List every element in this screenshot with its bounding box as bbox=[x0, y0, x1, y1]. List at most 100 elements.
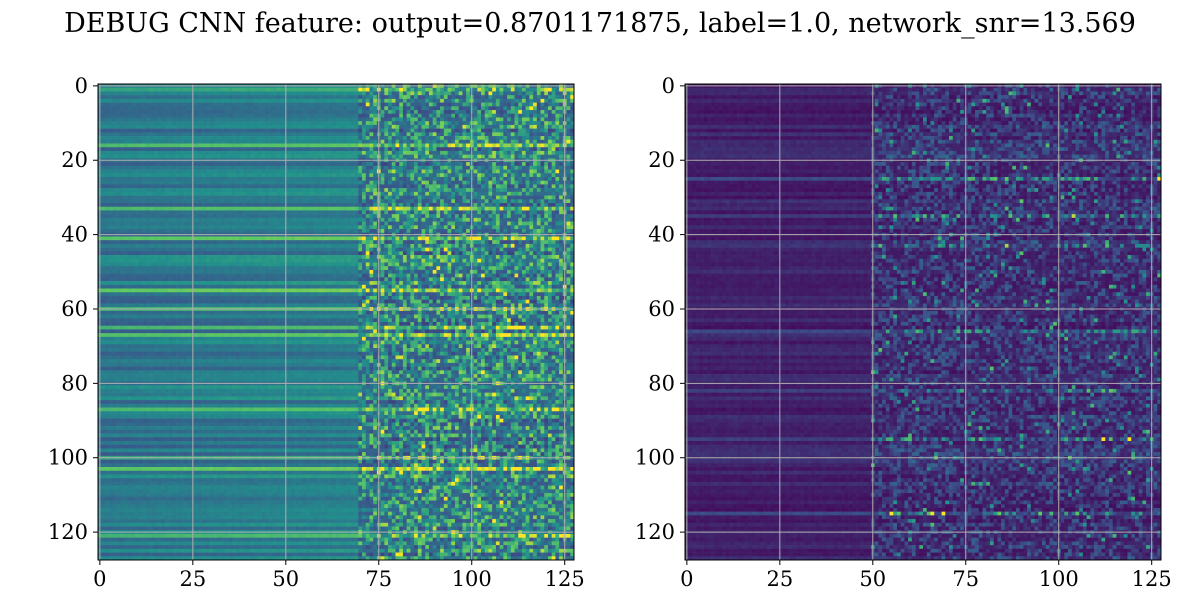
heatmap-cell bbox=[481, 162, 486, 167]
heatmap-cell bbox=[495, 98, 500, 103]
heatmap-cell bbox=[529, 87, 534, 92]
heatmap-cell bbox=[436, 132, 441, 137]
heatmap-cell bbox=[146, 113, 151, 118]
heatmap-cell bbox=[477, 91, 482, 96]
heatmap-cell bbox=[109, 139, 114, 144]
heatmap-cell bbox=[350, 139, 355, 144]
heatmap-cell bbox=[473, 124, 478, 129]
heatmap-cell bbox=[492, 113, 497, 118]
heatmap-cell bbox=[570, 162, 575, 167]
heatmap-cell bbox=[224, 214, 229, 219]
heatmap-cell bbox=[343, 117, 348, 122]
heatmap-cell bbox=[309, 143, 314, 148]
heatmap-cell bbox=[447, 154, 452, 159]
heatmap-cell bbox=[194, 87, 199, 92]
heatmap-cell bbox=[265, 180, 270, 185]
heatmap-cell bbox=[525, 210, 530, 215]
heatmap-cell bbox=[339, 162, 344, 167]
heatmap-cell bbox=[391, 169, 396, 174]
heatmap-cell bbox=[536, 162, 541, 167]
heatmap-cell bbox=[395, 98, 400, 103]
heatmap-cell bbox=[101, 117, 106, 122]
heatmap-cell bbox=[421, 162, 426, 167]
heatmap-cell bbox=[209, 139, 214, 144]
heatmap-cell bbox=[280, 206, 285, 211]
heatmap-cell bbox=[503, 102, 508, 107]
heatmap-cell bbox=[161, 184, 166, 189]
heatmap-cell bbox=[231, 169, 236, 174]
heatmap-cell bbox=[529, 117, 534, 122]
heatmap-cell bbox=[269, 221, 274, 226]
heatmap-cell bbox=[257, 206, 262, 211]
heatmap-cell bbox=[380, 113, 385, 118]
heatmap-cell bbox=[265, 184, 270, 189]
heatmap-cell bbox=[458, 128, 463, 133]
heatmap-cell bbox=[544, 184, 549, 189]
heatmap-cell bbox=[313, 165, 318, 170]
heatmap-cell bbox=[551, 206, 556, 211]
heatmap-cell bbox=[209, 87, 214, 92]
heatmap-cell bbox=[321, 214, 326, 219]
heatmap-cell bbox=[220, 191, 225, 196]
heatmap-cell bbox=[321, 106, 326, 111]
heatmap-cell bbox=[518, 225, 523, 230]
heatmap-cell bbox=[399, 139, 404, 144]
heatmap-cell bbox=[354, 165, 359, 170]
heatmap-cell bbox=[302, 121, 307, 126]
heatmap-cell bbox=[127, 169, 132, 174]
heatmap-cell bbox=[507, 210, 512, 215]
heatmap-cell bbox=[150, 214, 155, 219]
heatmap-cell bbox=[194, 169, 199, 174]
heatmap-cell bbox=[164, 102, 169, 107]
heatmap-cell bbox=[291, 154, 296, 159]
heatmap-cell bbox=[220, 136, 225, 141]
heatmap-cell bbox=[525, 169, 530, 174]
heatmap-cell bbox=[224, 165, 229, 170]
heatmap-cell bbox=[350, 147, 355, 152]
heatmap-cell bbox=[265, 217, 270, 222]
heatmap-cell bbox=[328, 102, 333, 107]
heatmap-cell bbox=[109, 147, 114, 152]
heatmap-cell bbox=[533, 150, 538, 155]
heatmap-cell bbox=[302, 176, 307, 181]
heatmap-cell bbox=[440, 139, 445, 144]
heatmap-cell bbox=[202, 121, 207, 126]
heatmap-cell bbox=[198, 87, 203, 92]
heatmap-cell bbox=[250, 87, 255, 92]
heatmap-cell bbox=[484, 173, 489, 178]
heatmap-cell bbox=[365, 206, 370, 211]
heatmap-cell bbox=[205, 147, 210, 152]
heatmap-cell bbox=[280, 169, 285, 174]
heatmap-cell bbox=[354, 147, 359, 152]
heatmap-cell bbox=[521, 225, 526, 230]
heatmap-cell bbox=[135, 169, 140, 174]
heatmap-cell bbox=[362, 154, 367, 159]
heatmap-cell bbox=[414, 98, 419, 103]
heatmap-cell bbox=[168, 184, 173, 189]
heatmap-cell bbox=[176, 206, 181, 211]
heatmap-cell bbox=[462, 173, 467, 178]
heatmap-cell bbox=[451, 124, 456, 129]
heatmap-cell bbox=[428, 132, 433, 137]
heatmap-cell bbox=[417, 150, 422, 155]
heatmap-cell bbox=[101, 106, 106, 111]
heatmap-cell bbox=[350, 169, 355, 174]
heatmap-cell bbox=[358, 214, 363, 219]
heatmap-cell bbox=[466, 184, 471, 189]
heatmap-cell bbox=[414, 173, 419, 178]
heatmap-cell bbox=[551, 162, 556, 167]
heatmap-cell bbox=[570, 150, 575, 155]
heatmap-cell bbox=[146, 169, 151, 174]
heatmap-cell bbox=[559, 173, 564, 178]
heatmap-cell bbox=[559, 136, 564, 141]
heatmap-cell bbox=[138, 206, 143, 211]
heatmap-cell bbox=[402, 199, 407, 204]
heatmap-cell bbox=[183, 98, 188, 103]
heatmap-cell bbox=[529, 217, 534, 222]
heatmap-cell bbox=[321, 203, 326, 208]
heatmap-cell bbox=[280, 143, 285, 148]
heatmap-cell bbox=[187, 206, 192, 211]
heatmap-cell bbox=[477, 124, 482, 129]
heatmap-cell bbox=[168, 150, 173, 155]
